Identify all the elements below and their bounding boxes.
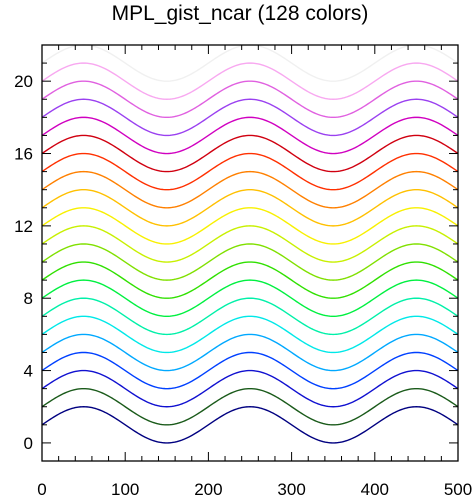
y-tick-label: 16 bbox=[14, 145, 33, 164]
axis-ticks bbox=[41, 44, 459, 462]
x-tick-label: 0 bbox=[37, 480, 46, 499]
series-line-15 bbox=[41, 152, 459, 191]
y-tick-label: 0 bbox=[24, 434, 33, 453]
series-line-18 bbox=[41, 98, 459, 137]
x-tick-label: 500 bbox=[444, 480, 472, 499]
series-line-3 bbox=[41, 369, 459, 408]
series-line-5 bbox=[41, 333, 459, 372]
y-tick-label: 8 bbox=[24, 289, 33, 308]
series-line-16 bbox=[41, 134, 459, 173]
x-tick-label: 100 bbox=[111, 480, 139, 499]
series-line-8 bbox=[41, 279, 459, 318]
series-line-20 bbox=[41, 62, 459, 100]
series-line-17 bbox=[41, 116, 459, 155]
series-line-9 bbox=[41, 261, 459, 299]
x-tick-label: 400 bbox=[361, 480, 389, 499]
series-line-6 bbox=[41, 315, 459, 354]
series-line-19 bbox=[41, 80, 459, 119]
series-layer bbox=[41, 44, 459, 444]
series-line-7 bbox=[41, 297, 459, 336]
y-tick-label: 20 bbox=[14, 72, 33, 91]
series-line-11 bbox=[41, 225, 459, 263]
y-tick-label: 4 bbox=[24, 362, 33, 381]
series-line-2 bbox=[41, 387, 459, 426]
series-line-10 bbox=[41, 243, 459, 281]
x-tick-label: 200 bbox=[194, 480, 222, 499]
chart-title: MPL_gist_ncar (128 colors) bbox=[112, 2, 369, 25]
axis-tick-labels: 0 100 200 300 400 500 0 4 8 12 16 20 bbox=[14, 72, 472, 499]
x-tick-label: 300 bbox=[277, 480, 305, 499]
series-line-13 bbox=[41, 188, 459, 227]
series-line-4 bbox=[41, 351, 459, 390]
series-line-12 bbox=[41, 207, 459, 245]
plot-frame bbox=[41, 44, 459, 462]
series-line-1 bbox=[41, 406, 459, 444]
y-tick-label: 12 bbox=[14, 217, 33, 236]
series-line-14 bbox=[41, 170, 459, 209]
